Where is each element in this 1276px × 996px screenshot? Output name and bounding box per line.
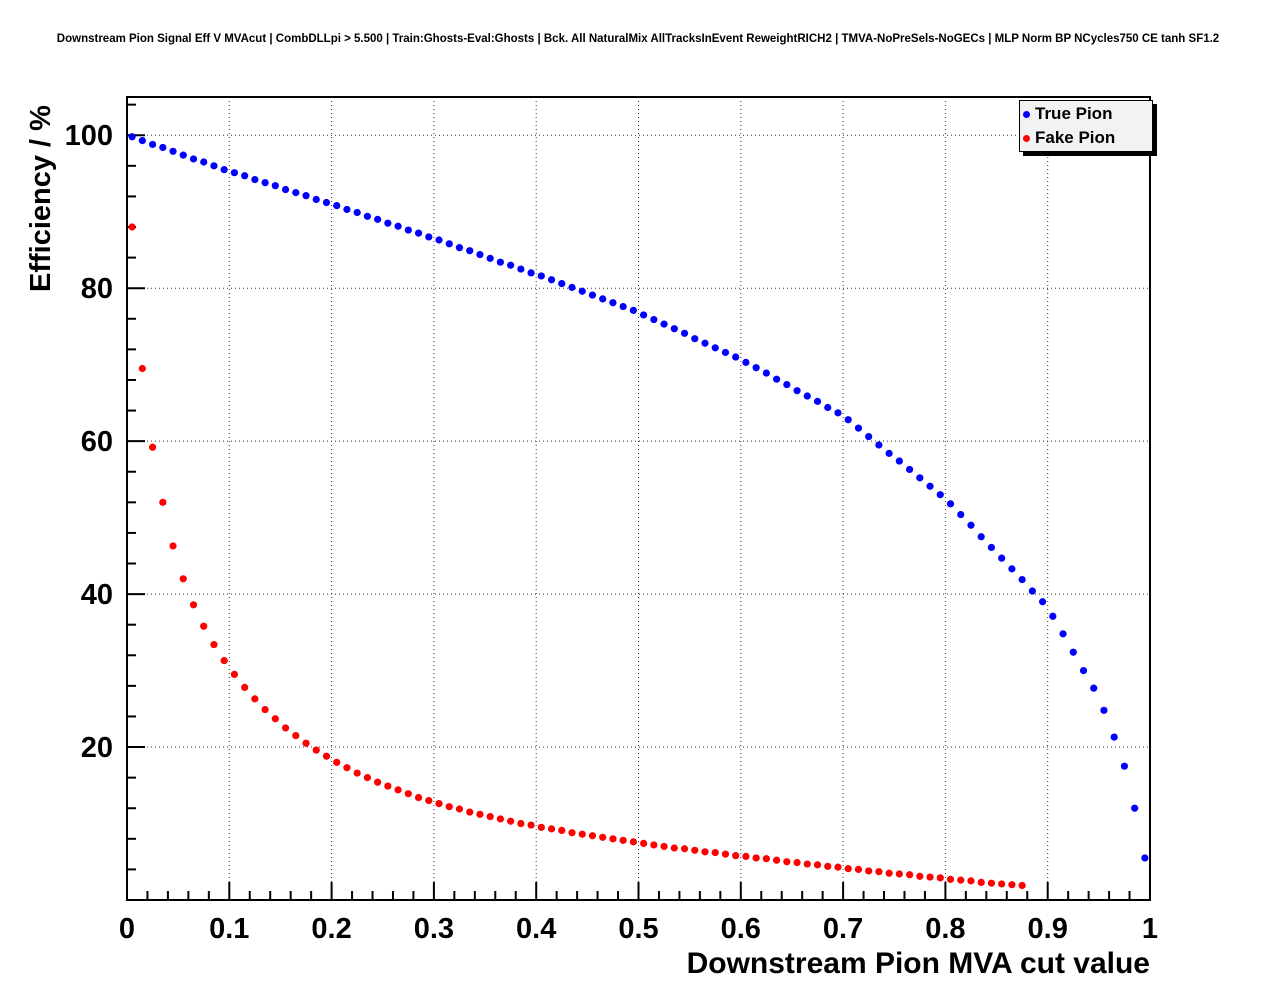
x-tick-label: 0 [119, 913, 135, 945]
fake-pion-marker-icon [1023, 134, 1030, 142]
x-tick-label: 0.9 [1028, 913, 1068, 945]
y-tick-label: 60 [81, 426, 113, 458]
x-tick-label: 0.4 [516, 913, 556, 945]
y-tick-label: 40 [81, 579, 113, 611]
x-tick-label: 0.5 [618, 913, 658, 945]
y-tick-label: 80 [81, 273, 113, 305]
plot-title: Downstream Pion Signal Eff V MVAcut | Co… [56, 33, 1220, 45]
y-axis-title: Efficiency / % [25, 105, 57, 292]
legend-entry-true-pion: True Pion [1020, 102, 1152, 126]
true-pion-marker-icon [1023, 110, 1030, 118]
series-fake-pion [128, 223, 1026, 890]
x-tick-label: 0.6 [721, 913, 761, 945]
x-tick-label: 0.3 [414, 913, 454, 945]
y-tick-label: 100 [65, 120, 113, 152]
series-true-pion [128, 133, 1149, 862]
legend: True Pion Fake Pion [1019, 100, 1153, 152]
x-tick-label: 0.1 [209, 913, 249, 945]
x-axis-title: Downstream Pion MVA cut value [686, 947, 1150, 980]
x-tick-label: 0.8 [925, 913, 965, 945]
legend-label: True Pion [1035, 104, 1113, 123]
axis-ticks: 0 0.1 0.2 0.3 0.4 0.5 0.6 0.7 0.8 0.9 1 20 40 60 80 100 [65, 103, 1158, 945]
x-tick-label: 1 [1142, 913, 1158, 945]
x-tick-label: 0.7 [823, 913, 863, 945]
x-tick-label: 0.2 [311, 913, 351, 945]
y-tick-label: 20 [81, 732, 113, 764]
legend-entry-fake-pion: Fake Pion [1020, 126, 1152, 150]
legend-label: Fake Pion [1035, 128, 1116, 147]
gridlines [127, 97, 1150, 900]
